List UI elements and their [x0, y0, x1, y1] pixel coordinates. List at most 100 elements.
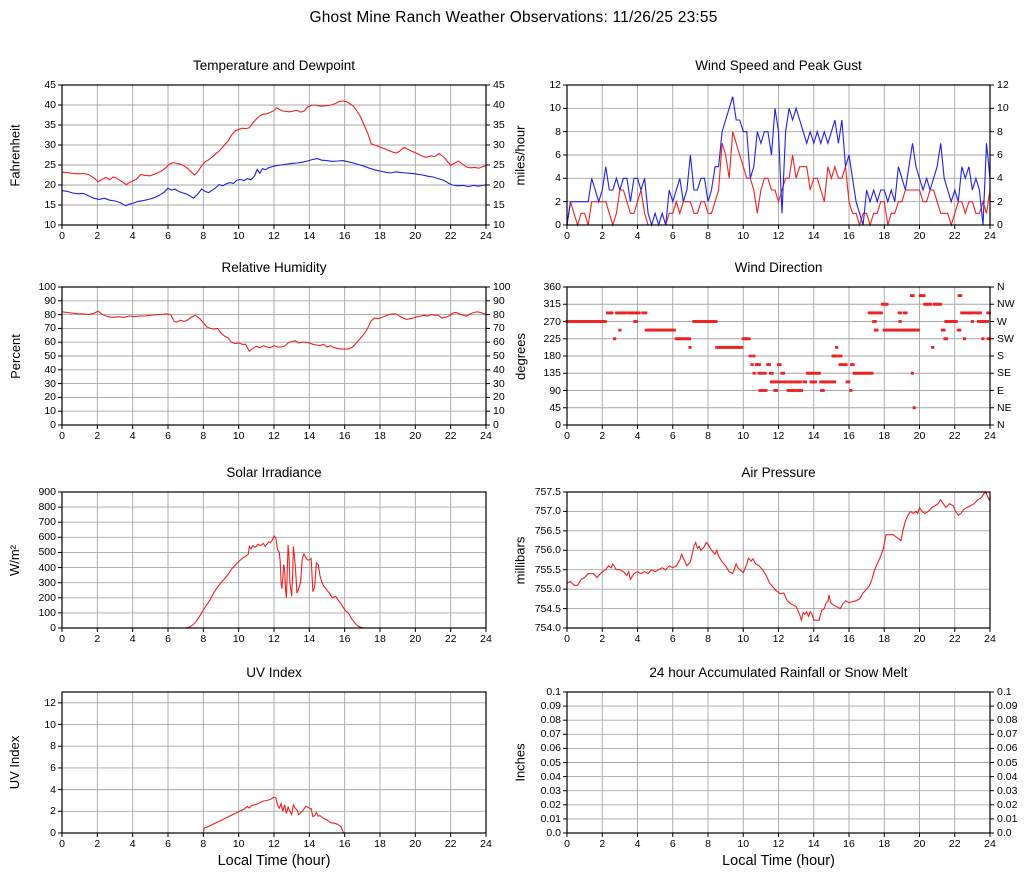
plot-area	[563, 84, 994, 229]
x-tick-label: 12	[772, 230, 785, 242]
y-tick-label: 0	[50, 827, 56, 839]
chart-temperature-dewpoint: Temperature and Dewpoint Fahrenheit 10 10…	[8, 58, 505, 242]
x-tick-label: 14	[807, 230, 820, 242]
y-tick-label-right: 60	[493, 336, 505, 349]
x-tick-label: 0	[564, 430, 570, 442]
x-tick-label: 16	[843, 633, 855, 645]
chart-title: UV Index	[246, 665, 302, 680]
x-tick-label: 22	[948, 230, 961, 242]
y-tick-label-right: 6	[997, 149, 1003, 161]
y-tick-label: 35	[44, 119, 56, 131]
x-tick-label: 4	[129, 230, 136, 242]
y-tick-label: 30	[44, 139, 56, 151]
x-tick-label: 8	[705, 230, 711, 242]
x-tick-label: 0	[59, 633, 65, 645]
x-tick-label: 14	[303, 633, 316, 645]
x-tick-label: 16	[843, 838, 855, 850]
x-axis-label: Local Time (hour)	[217, 853, 331, 869]
chart-title: Wind Direction	[734, 260, 823, 275]
x-tick-label: 18	[374, 838, 386, 850]
x-tick-label: 14	[807, 633, 820, 645]
x-tick-label: 22	[444, 633, 457, 645]
y-tick-label-right: 0.07	[997, 728, 1018, 741]
y-tick-label: 900	[38, 486, 56, 498]
x-tick-label: 18	[878, 230, 891, 242]
y-tick-label-right: 0.02	[997, 798, 1018, 811]
x-tick-label: 14	[303, 838, 316, 850]
y-tick-label: 4	[50, 783, 56, 796]
y-tick-label-right: N	[997, 419, 1005, 431]
y-tick-label: 0.07	[540, 728, 561, 741]
y-tick-label-right: 15	[493, 199, 505, 211]
x-tick-label: 6	[165, 838, 171, 850]
x-tick-label: 12	[268, 430, 280, 442]
x-axis-label: Local Time (hour)	[722, 853, 835, 869]
x-tick-label: 4	[634, 838, 641, 850]
y-tick-label: 20	[44, 391, 56, 404]
x-tick-label: 18	[374, 230, 386, 242]
x-tick-label: 0	[564, 838, 570, 850]
x-tick-label: 4	[129, 633, 136, 645]
x-tick-label: 2	[94, 633, 101, 645]
y-tick-label: 10	[44, 718, 56, 731]
y-tick-label: 90	[44, 294, 56, 307]
x-tick-label: 10	[737, 633, 750, 645]
x-tick-label: 18	[374, 633, 386, 645]
y-tick-label: 100	[38, 606, 56, 619]
y-tick-label: 754.5	[534, 602, 561, 615]
x-tick-label: 6	[165, 430, 171, 442]
plot-area	[563, 491, 991, 632]
x-tick-label: 10	[737, 230, 750, 242]
x-tick-label: 12	[268, 838, 280, 850]
x-tick-label: 2	[94, 230, 101, 242]
x-tick-label: 22	[444, 230, 457, 242]
x-tick-label: 10	[737, 838, 750, 850]
y-tick-label-right: 80	[493, 308, 505, 321]
x-tick-label: 24	[480, 430, 492, 442]
y-tick-label-right: 90	[493, 294, 505, 307]
y-tick-label-right: 70	[493, 322, 505, 335]
x-tick-label: 6	[165, 633, 171, 645]
x-tick-label: 24	[984, 230, 996, 242]
chart-solar-irradiance: Solar Irradiance W/m² 0 100 200 300 400 500 60…	[8, 465, 492, 645]
y-tick-label: 315	[543, 298, 561, 311]
y-tick-label: 90	[549, 384, 561, 397]
y-tick-label: 12	[549, 79, 561, 91]
y-tick-label: 360	[543, 281, 561, 293]
y-tick-label: 0.1	[546, 686, 561, 698]
y-tick-label: 10	[44, 405, 56, 418]
y-tick-label-right: E	[997, 384, 1005, 397]
y-tick-label-right: 10	[493, 219, 505, 231]
y-tick-label-right: 0	[493, 419, 499, 431]
y-tick-label: 270	[543, 315, 561, 328]
x-tick-label: 2	[94, 430, 101, 442]
plot-area	[58, 491, 487, 632]
y-tick-label: 0.06	[540, 742, 561, 755]
x-tick-label: 20	[913, 230, 926, 242]
y-tick-label: 12	[44, 696, 56, 709]
y-tick-label-right: NE	[997, 401, 1012, 414]
x-tick-label: 24	[480, 633, 492, 645]
y-tick-label-right: 0	[997, 219, 1003, 231]
y-tick-label: 40	[44, 363, 56, 376]
y-tick-label-right: 0.01	[997, 812, 1018, 825]
plot-area	[563, 691, 994, 837]
x-tick-label: 24	[480, 230, 492, 242]
y-tick-label: 400	[38, 561, 56, 574]
x-tick-label: 4	[129, 430, 136, 442]
x-tick-label: 16	[338, 430, 351, 442]
y-tick-label: 30	[44, 377, 56, 390]
x-tick-label: 0	[59, 230, 65, 242]
y-tick-label-right: 10	[997, 102, 1009, 115]
x-tick-label: 10	[232, 230, 245, 242]
y-tick-label: 8	[50, 740, 56, 753]
x-tick-label: 0	[59, 838, 65, 850]
x-tick-label: 10	[232, 838, 245, 850]
y-tick-label: 0.03	[540, 784, 561, 797]
y-tick-label: 757.5	[534, 486, 561, 498]
y-tick-label-right: NW	[997, 298, 1015, 311]
x-tick-label: 6	[669, 430, 676, 442]
y-tick-label: 40	[44, 99, 56, 111]
